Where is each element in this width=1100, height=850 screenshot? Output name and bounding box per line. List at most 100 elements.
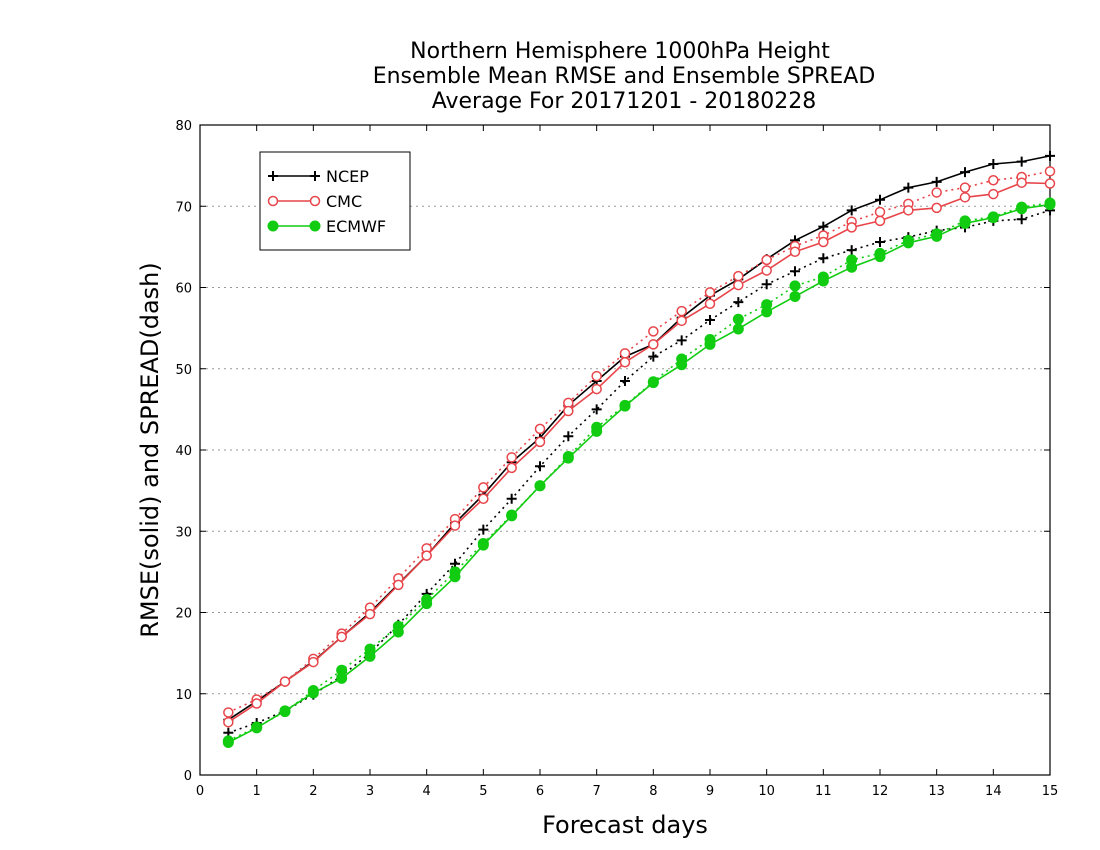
cmc-spread-point bbox=[874, 206, 886, 218]
y-tick-label: 60 bbox=[175, 282, 192, 297]
ncep-spread-point bbox=[648, 351, 659, 362]
x-tick-label: 14 bbox=[985, 784, 1002, 799]
ncep-spread-point bbox=[733, 297, 744, 308]
cmc-rmse-point bbox=[563, 405, 574, 417]
title-line-3: Average For 20171201 - 20180228 bbox=[432, 89, 817, 114]
x-tick-label: 4 bbox=[423, 784, 431, 799]
cmc-spread-point bbox=[733, 270, 744, 282]
legend-ecmwf-marker bbox=[309, 220, 321, 232]
ecmwf-rmse-point bbox=[647, 377, 659, 389]
x-tick-label: 15 bbox=[1042, 784, 1059, 799]
cmc-rmse-point bbox=[534, 436, 546, 448]
x-tick-label: 11 bbox=[815, 784, 832, 799]
ecmwf-rmse-point bbox=[874, 251, 886, 263]
gridlines bbox=[200, 205, 1050, 695]
ecmwf-rmse-point bbox=[1016, 203, 1028, 215]
title-line-2: Ensemble Mean RMSE and Ensemble SPREAD bbox=[373, 64, 876, 89]
ncep-spread-point bbox=[875, 237, 885, 247]
ncep-rmse-point bbox=[875, 194, 885, 205]
ecmwf-rmse-point bbox=[421, 598, 433, 610]
cmc-spread-point bbox=[761, 254, 772, 266]
cmc-spread-point bbox=[704, 287, 716, 298]
cmc-spread-point bbox=[676, 305, 687, 317]
ncep-spread-point bbox=[1016, 214, 1027, 225]
legend-cmc-marker bbox=[309, 195, 321, 207]
ecmwf-rmse-point bbox=[336, 672, 348, 684]
ecmwf-rmse-point bbox=[449, 571, 461, 583]
ncep-spread-point bbox=[535, 461, 545, 472]
series-cmc bbox=[223, 166, 1056, 728]
title-line-1: Northern Hemisphere 1000hPa Height bbox=[410, 39, 830, 64]
legend-ncep-label: NCEP bbox=[326, 167, 369, 186]
ncep-spread-point bbox=[591, 404, 602, 415]
ecmwf-rmse-point bbox=[1044, 199, 1056, 211]
y-tick-label: 50 bbox=[175, 363, 192, 378]
cmc-rmse-point bbox=[761, 265, 772, 276]
x-tick-label: 2 bbox=[309, 784, 317, 799]
cmc-rmse-point bbox=[959, 192, 971, 203]
cmc-rmse-point bbox=[818, 236, 829, 248]
cmc-rmse-point bbox=[676, 315, 687, 327]
series-ecmwf bbox=[222, 197, 1056, 748]
x-tick-label: 10 bbox=[758, 784, 775, 799]
cmc-rmse-point bbox=[336, 631, 347, 643]
cmc-spread-point bbox=[534, 423, 546, 435]
ncep-spread-point bbox=[818, 253, 829, 264]
cmc-rmse-point bbox=[619, 357, 631, 368]
ecmwf-rmse-line bbox=[227, 203, 1051, 744]
cmc-rmse-point bbox=[393, 579, 404, 591]
ecmwf-rmse-point bbox=[676, 359, 688, 371]
chart-title: Northern Hemisphere 1000hPa Height Ensem… bbox=[373, 39, 876, 114]
x-axis-label: Forecast days bbox=[542, 811, 708, 839]
cmc-spread-point bbox=[959, 182, 971, 193]
ncep-spread-point bbox=[705, 315, 715, 325]
legend-ecmwf-label: ECMWF bbox=[326, 217, 386, 236]
cmc-rmse-point bbox=[846, 222, 857, 233]
cmc-spread-point bbox=[591, 370, 602, 382]
x-tick-label: 0 bbox=[196, 784, 204, 799]
ncep-spread-point bbox=[846, 245, 857, 256]
y-axis-label: RMSE(solid) and SPREAD(dash) bbox=[136, 262, 164, 638]
legend-ecmwf-marker bbox=[267, 220, 279, 232]
ncep-rmse-point bbox=[960, 167, 970, 178]
ecmwf-rmse-point bbox=[846, 261, 858, 273]
ecmwf-rmse-point bbox=[732, 323, 744, 335]
cmc-rmse-point bbox=[449, 520, 461, 531]
x-tick-label: 8 bbox=[649, 784, 657, 799]
x-tick-label: 6 bbox=[536, 784, 544, 799]
ncep-rmse-point bbox=[1016, 156, 1027, 167]
y-tick-label: 80 bbox=[175, 119, 192, 134]
ncep-spread-point bbox=[478, 524, 489, 535]
ncep-rmse-point bbox=[903, 182, 914, 193]
legend: NCEP CMC ECMWF bbox=[259, 151, 411, 251]
cmc-spread-point bbox=[478, 482, 489, 493]
cmc-rmse-point bbox=[364, 608, 376, 620]
ecmwf-rmse-point bbox=[534, 480, 546, 492]
x-tick-label: 5 bbox=[479, 784, 487, 799]
ncep-spread-point bbox=[676, 335, 687, 346]
ncep-spread-point bbox=[790, 266, 800, 277]
ncep-spread-point bbox=[761, 279, 772, 290]
y-tick-label: 20 bbox=[175, 607, 192, 622]
cmc-rmse-point bbox=[591, 383, 602, 395]
ecmwf-rmse-point bbox=[959, 217, 971, 229]
y-tick-label: 40 bbox=[175, 444, 192, 459]
x-tick-label: 9 bbox=[706, 784, 714, 799]
ecmwf-rmse-point bbox=[591, 425, 603, 437]
ecmwf-rmse-point bbox=[619, 400, 631, 412]
ecmwf-rmse-point bbox=[364, 650, 376, 662]
y-tick-label: 0 bbox=[184, 769, 192, 784]
series-group bbox=[222, 150, 1056, 748]
cmc-rmse-point bbox=[251, 698, 262, 709]
cmc-spread-point bbox=[931, 187, 942, 198]
cmc-rmse-point bbox=[421, 550, 432, 561]
ecmwf-rmse-point bbox=[761, 306, 773, 318]
ncep-rmse-point bbox=[988, 159, 999, 169]
ncep-spread-point bbox=[563, 431, 574, 442]
y-tick-label: 30 bbox=[175, 525, 192, 540]
legend-cmc-label: CMC bbox=[326, 192, 362, 211]
ncep-rmse-point bbox=[846, 205, 857, 216]
cmc-rmse-point bbox=[223, 716, 234, 728]
x-tick-label: 12 bbox=[872, 784, 889, 799]
